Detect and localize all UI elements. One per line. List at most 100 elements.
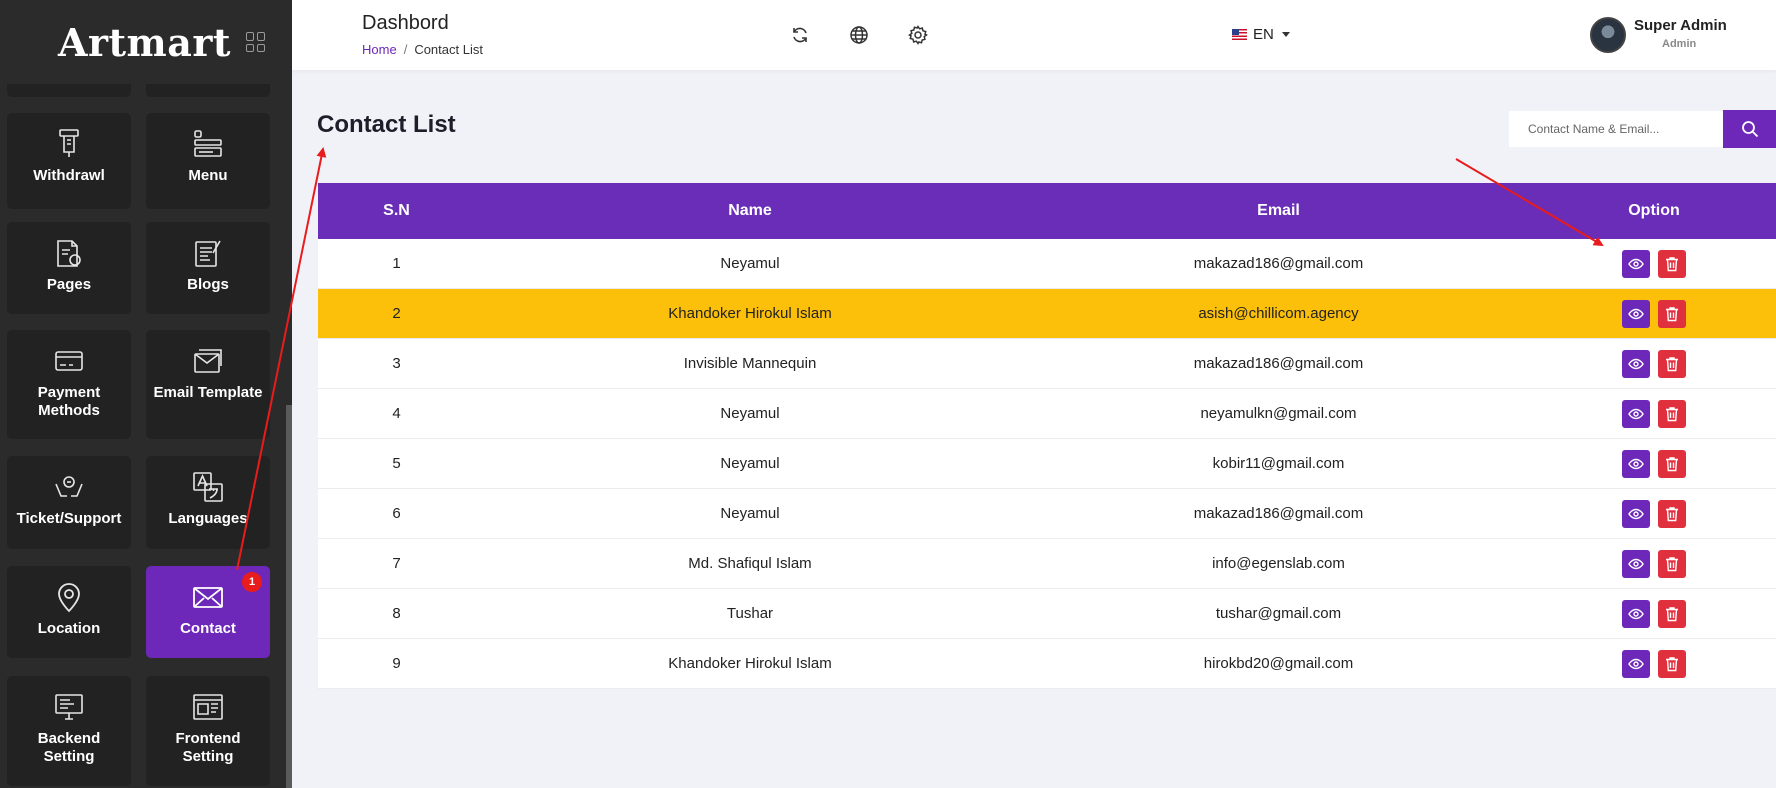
- delete-button[interactable]: [1658, 649, 1686, 678]
- sidebar-item-languages[interactable]: Languages: [146, 456, 270, 549]
- delete-button[interactable]: [1658, 499, 1686, 528]
- frontend-window-icon: [193, 694, 223, 720]
- breadcrumb-separator: /: [403, 42, 408, 57]
- cell-sn: 5: [392, 455, 401, 472]
- sidebar-item-payment-methods[interactable]: Payment Methods: [7, 330, 131, 439]
- breadcrumb: Home / Contact List: [362, 42, 483, 57]
- language-selector[interactable]: EN: [1232, 26, 1290, 43]
- brand-logo[interactable]: Artmart: [58, 19, 231, 65]
- search-button[interactable]: [1723, 110, 1776, 148]
- trash-icon: [1666, 356, 1678, 371]
- view-button[interactable]: [1622, 599, 1650, 628]
- gear-icon[interactable]: [908, 25, 928, 45]
- sidebar-item-label: Withdrawl: [33, 167, 105, 184]
- trash-icon: [1666, 556, 1678, 571]
- eye-icon: [1628, 558, 1644, 569]
- table-row: 8 Tushar tushar@gmail.com: [318, 589, 1776, 639]
- trash-icon: [1666, 306, 1678, 321]
- cell-email: info@egenslab.com: [1212, 555, 1345, 572]
- view-button[interactable]: [1622, 399, 1650, 428]
- table-row: 9 Khandoker Hirokul Islam hirokbd20@gmail.…: [318, 639, 1776, 689]
- sidebar-item-email-template[interactable]: Email Template: [146, 330, 270, 439]
- delete-button[interactable]: [1658, 399, 1686, 428]
- cell-email: makazad186@gmail.com: [1193, 505, 1364, 522]
- refresh-icon[interactable]: [790, 25, 810, 45]
- breadcrumb-home-link[interactable]: Home: [362, 42, 397, 57]
- sidebar-item-backend-setting[interactable]: Backend Setting: [7, 676, 131, 786]
- menu-icon: [194, 130, 222, 157]
- user-avatar[interactable]: [1590, 17, 1626, 53]
- sidebar-item-label: Frontend Setting: [175, 730, 241, 765]
- table-row: 6 Neyamul makazad186@gmail.com: [318, 489, 1776, 539]
- sidebar-scrollbar-thumb[interactable]: [286, 405, 292, 788]
- sidebar-item-location[interactable]: Location: [7, 566, 131, 658]
- sidebar-item-pages[interactable]: Pages: [7, 222, 131, 314]
- delete-button[interactable]: [1658, 599, 1686, 628]
- table-row: 3 Invisible Mannequin makazad186@gmail.com: [318, 339, 1776, 389]
- sidebar-item-contact[interactable]: Contact 1: [146, 566, 270, 658]
- sidebar-item-label: Menu: [188, 167, 228, 184]
- table-row: 1 Neyamul makazad186@gmail.com: [318, 239, 1776, 289]
- cell-option: [1532, 639, 1776, 688]
- cell-name: Khandoker Hirokul Islam: [668, 305, 832, 322]
- cell-sn: 3: [392, 355, 401, 372]
- user-name[interactable]: Super Admin: [1634, 17, 1727, 34]
- cell-sn: 8: [392, 605, 401, 622]
- trash-icon: [1666, 256, 1678, 271]
- cell-option: [1532, 439, 1776, 488]
- view-button[interactable]: [1622, 499, 1650, 528]
- table-row: 4 Neyamul neyamulkn@gmail.com: [318, 389, 1776, 439]
- delete-button[interactable]: [1658, 249, 1686, 278]
- top-header: Dashbord Home / Contact List EN Super Admi…: [292, 0, 1776, 70]
- delete-button[interactable]: [1658, 449, 1686, 478]
- cell-option: [1532, 539, 1776, 588]
- translate-icon: [193, 472, 223, 502]
- support-hands-icon: [55, 476, 83, 497]
- withdraw-icon: [59, 129, 79, 157]
- delete-button[interactable]: [1658, 299, 1686, 328]
- sidebar-item-blogs[interactable]: Blogs: [146, 222, 270, 314]
- trash-icon: [1666, 506, 1678, 521]
- search-icon: [1741, 121, 1758, 138]
- sidebar-item-frontend-setting[interactable]: Frontend Setting: [146, 676, 270, 786]
- sidebar-item-menu[interactable]: Menu: [146, 113, 270, 209]
- sidebar-item-label: Ticket/Support: [16, 510, 122, 527]
- eye-icon: [1628, 458, 1644, 469]
- grid-menu-icon[interactable]: [246, 32, 266, 52]
- cell-name: Md. Shafiqul Islam: [688, 555, 812, 572]
- language-code: EN: [1253, 26, 1274, 43]
- view-button[interactable]: [1622, 249, 1650, 278]
- cell-email: makazad186@gmail.com: [1193, 355, 1364, 372]
- view-button[interactable]: [1622, 449, 1650, 478]
- globe-icon[interactable]: [849, 25, 869, 45]
- view-button[interactable]: [1622, 549, 1650, 578]
- cell-option: [1532, 239, 1776, 288]
- cell-name: Neyamul: [720, 455, 780, 472]
- view-button[interactable]: [1622, 649, 1650, 678]
- sidebar-item-label: Payment Methods: [37, 384, 101, 419]
- view-button[interactable]: [1622, 299, 1650, 328]
- sidebar-item-ticket-support[interactable]: Ticket/Support: [7, 456, 131, 549]
- column-header-sn: S.N: [383, 202, 410, 219]
- cell-name: Khandoker Hirokul Islam: [668, 655, 832, 672]
- trash-icon: [1666, 606, 1678, 621]
- cell-email: tushar@gmail.com: [1215, 605, 1342, 622]
- eye-icon: [1628, 258, 1644, 269]
- location-pin-icon: [58, 583, 80, 613]
- delete-button[interactable]: [1658, 549, 1686, 578]
- view-button[interactable]: [1622, 349, 1650, 378]
- cell-name: Neyamul: [720, 255, 780, 272]
- cell-email: neyamulkn@gmail.com: [1200, 405, 1357, 422]
- trash-icon: [1666, 406, 1678, 421]
- delete-button[interactable]: [1658, 349, 1686, 378]
- cell-name: Tushar: [726, 605, 774, 622]
- cell-email: kobir11@gmail.com: [1212, 455, 1345, 472]
- eye-icon: [1628, 508, 1644, 519]
- cell-sn: 1: [392, 255, 401, 272]
- sidebar-item-withdrawl[interactable]: Withdrawl: [7, 113, 131, 209]
- cell-email: makazad186@gmail.com: [1193, 255, 1364, 272]
- eye-icon: [1628, 408, 1644, 419]
- search-input[interactable]: [1509, 111, 1723, 147]
- eye-icon: [1628, 308, 1644, 319]
- eye-icon: [1628, 608, 1644, 619]
